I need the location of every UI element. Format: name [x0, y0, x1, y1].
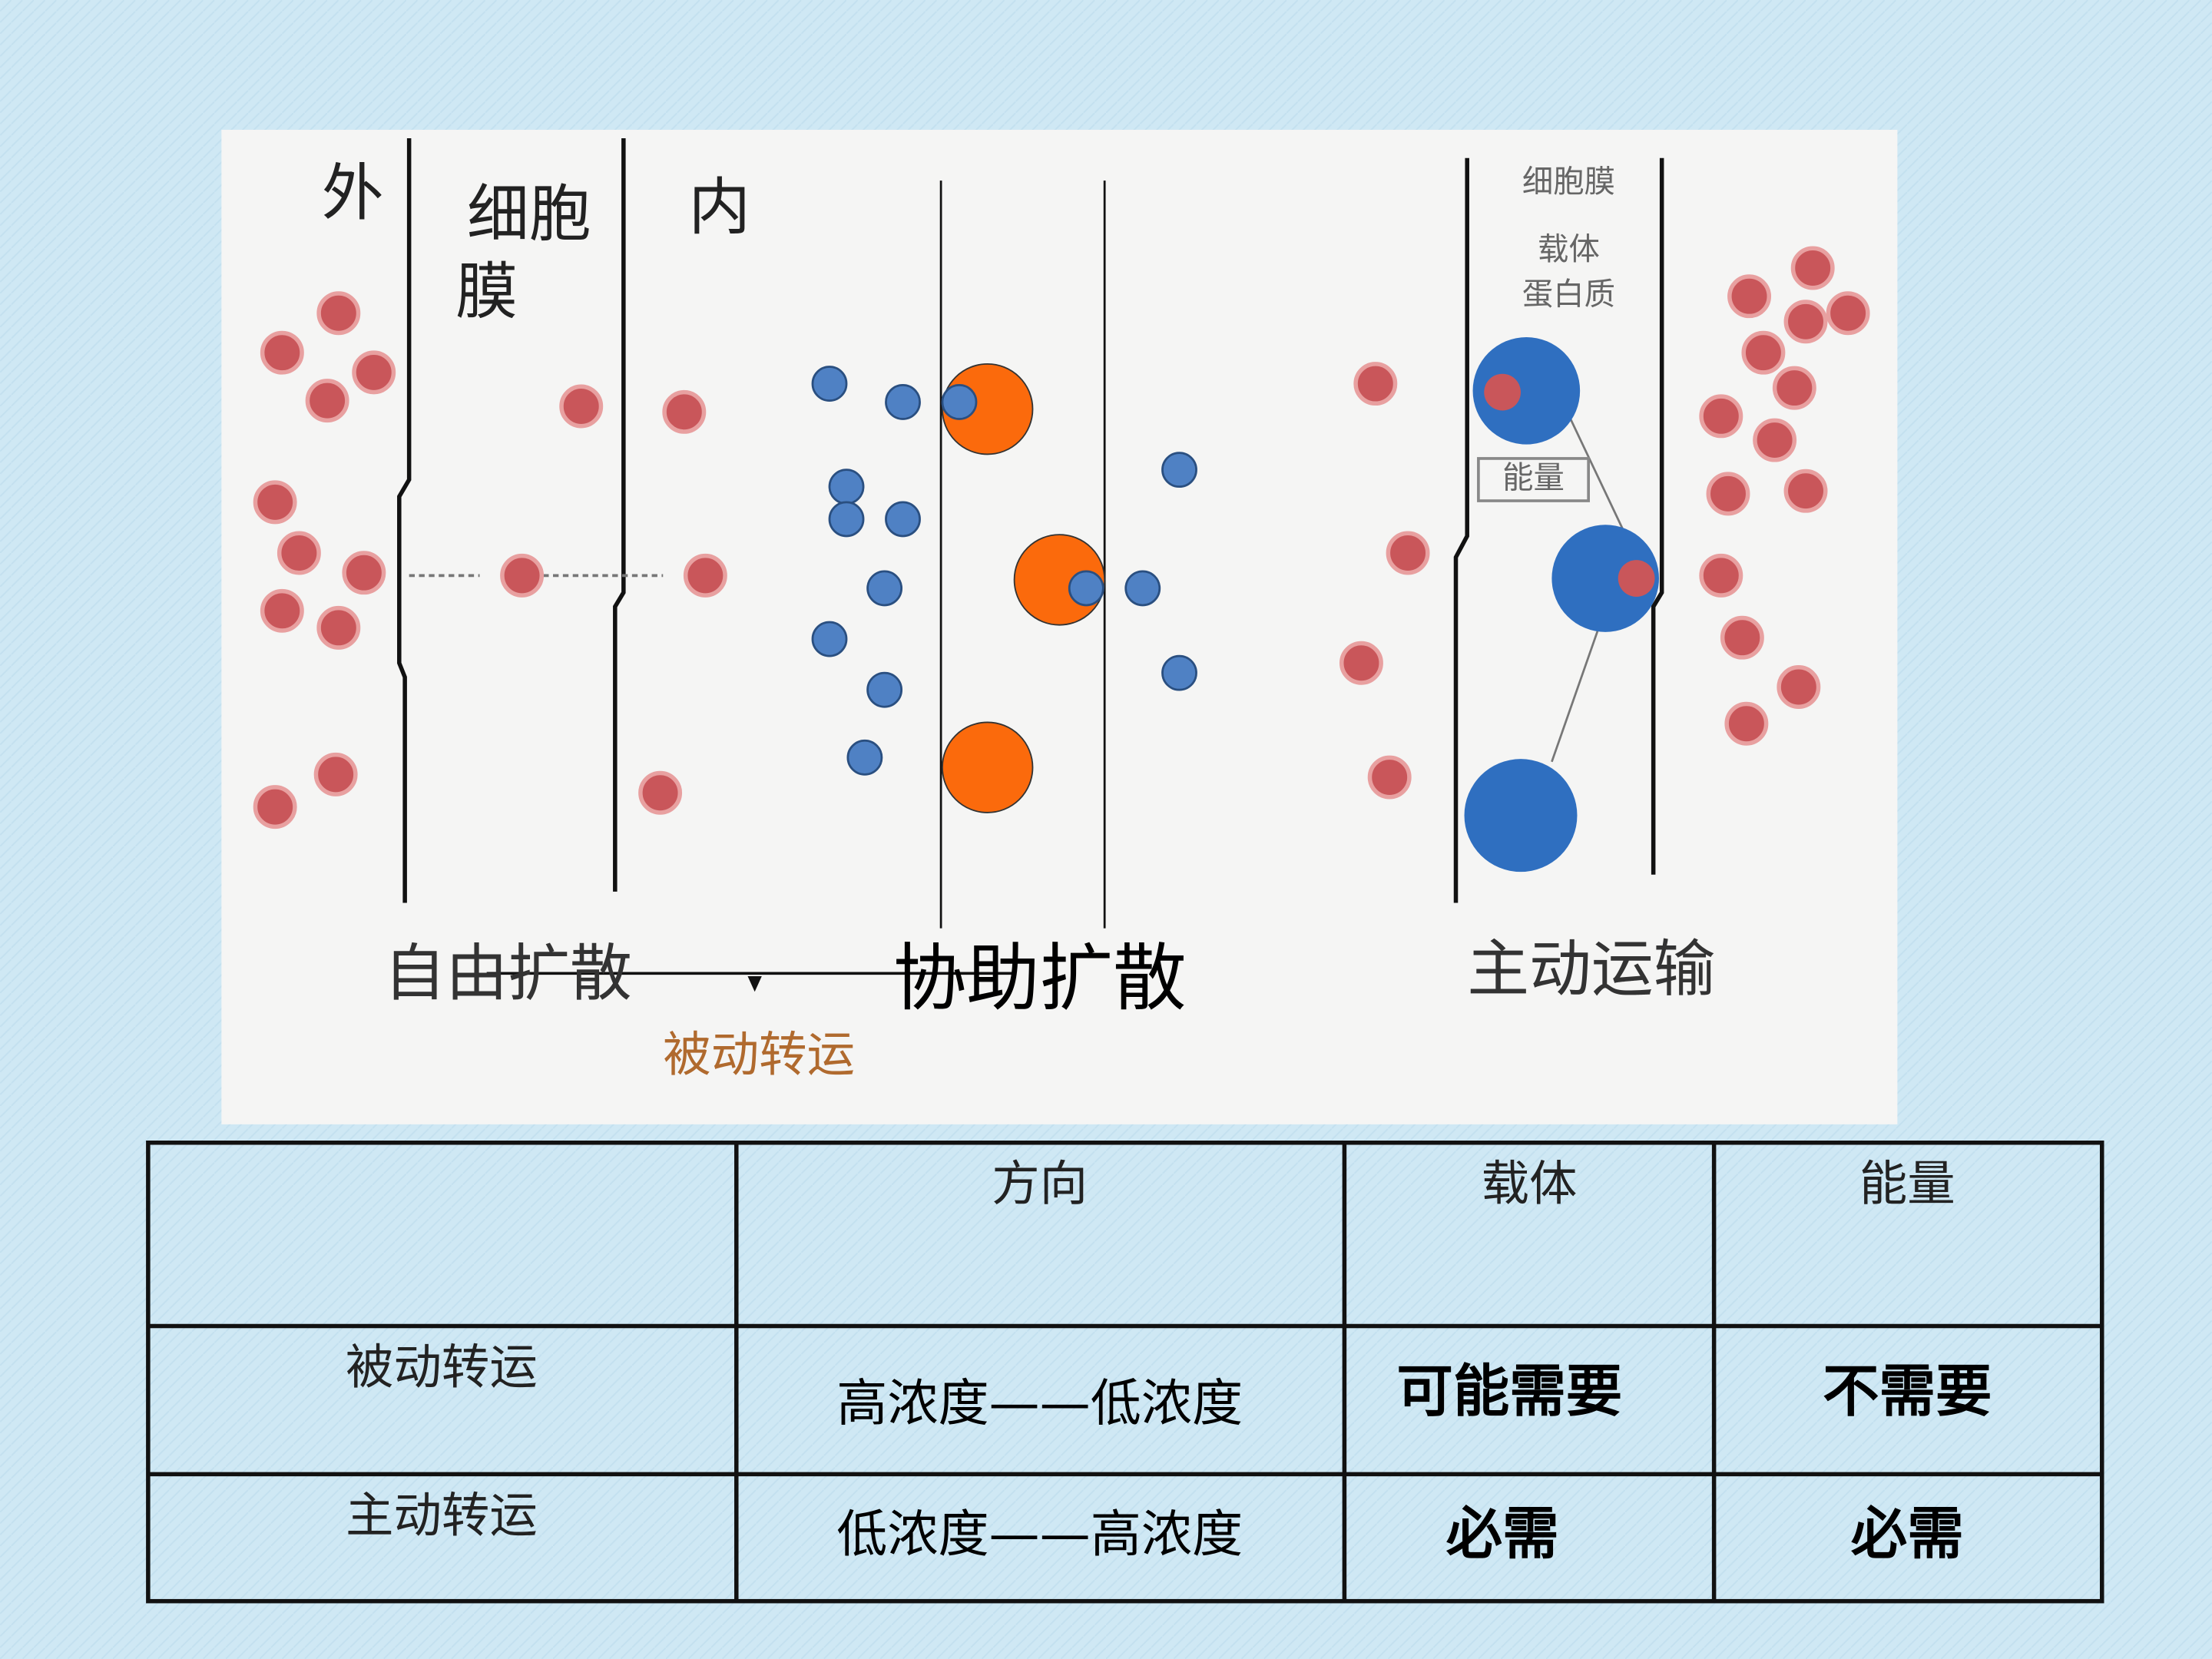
molecule — [1699, 553, 1743, 598]
molecule — [1753, 418, 1797, 462]
molecule — [1339, 641, 1383, 685]
molecule — [1367, 755, 1412, 800]
diagram-label: 蛋白质 — [1522, 276, 1615, 313]
table-cell: 可能需要 — [1396, 1359, 1622, 1425]
table-cell: 低浓度——高浓度 — [836, 1505, 1243, 1564]
molecule — [1161, 452, 1197, 488]
diagram-label: 细胞 — [467, 179, 591, 251]
membranes — [397, 138, 1664, 992]
carrier-protein — [1551, 525, 1659, 632]
molecule — [1826, 291, 1870, 336]
molecule — [1790, 246, 1835, 290]
molecule — [866, 671, 903, 708]
molecule — [811, 621, 848, 657]
carrier-protein — [1464, 759, 1578, 873]
molecule — [253, 785, 297, 830]
molecule — [811, 366, 848, 402]
molecule — [1353, 362, 1398, 406]
molecule — [885, 384, 921, 420]
molecule — [1386, 531, 1430, 575]
molecule — [828, 501, 865, 538]
molecule — [260, 330, 304, 375]
diagram-caption: 主动运输 — [1467, 933, 1715, 1005]
table-header: 能量 — [1859, 1156, 1955, 1212]
diagram-caption: 被动转运 — [663, 1027, 855, 1083]
diagram-caption: 协助扩散 — [893, 935, 1187, 1022]
molecule — [1741, 330, 1786, 375]
molecule — [662, 389, 707, 434]
diagram-caption: 自由扩散 — [384, 938, 632, 1010]
diagram-label: 载体 — [1538, 230, 1600, 267]
molecule — [342, 551, 386, 595]
molecule — [559, 384, 604, 429]
molecule — [1699, 394, 1743, 439]
molecule — [1706, 472, 1750, 516]
diagram-label: 外 — [322, 157, 384, 230]
molecule — [866, 570, 903, 607]
diagram-label: 内 — [688, 171, 750, 243]
table-cell: 必需 — [1851, 1502, 1964, 1567]
carrier-protein — [1472, 336, 1581, 445]
molecule — [1772, 366, 1816, 410]
diagram-label: 细胞膜 — [1522, 163, 1615, 200]
molecule — [1068, 570, 1104, 607]
diagram-label: 膜 — [455, 257, 518, 329]
table-cell: 高浓度——低浓度 — [836, 1373, 1243, 1432]
molecule — [1783, 469, 1828, 513]
molecule — [276, 531, 321, 575]
molecule — [500, 553, 545, 598]
molecule — [1727, 274, 1772, 319]
molecule — [1484, 373, 1521, 411]
row-label: 被动转运 — [346, 1339, 538, 1395]
row-label: 主动转运 — [346, 1487, 538, 1543]
table-header: 方向 — [992, 1156, 1088, 1212]
molecule — [941, 384, 978, 420]
molecule — [1161, 654, 1197, 691]
molecule — [846, 739, 883, 776]
molecule — [313, 752, 358, 796]
molecule — [683, 553, 727, 598]
molecule — [260, 588, 304, 633]
molecule — [1724, 701, 1769, 746]
molecule — [1777, 665, 1821, 709]
molecule — [253, 480, 297, 525]
table-grid — [146, 1141, 2104, 1604]
molecule — [638, 770, 683, 815]
molecule — [1618, 560, 1655, 597]
molecule — [1124, 570, 1161, 607]
table-cell: 必需 — [1446, 1502, 1559, 1567]
molecule — [352, 350, 396, 395]
molecule — [316, 291, 361, 336]
molecule — [885, 501, 921, 538]
carrier — [942, 721, 1034, 813]
molecule — [1783, 300, 1828, 344]
molecule — [305, 379, 349, 423]
table-cell: 不需要 — [1823, 1359, 1992, 1425]
diagram-label: 能量 — [1502, 459, 1565, 495]
molecule — [1720, 615, 1764, 660]
molecule — [316, 605, 361, 650]
table-header: 载体 — [1482, 1156, 1578, 1212]
molecule — [828, 469, 865, 505]
